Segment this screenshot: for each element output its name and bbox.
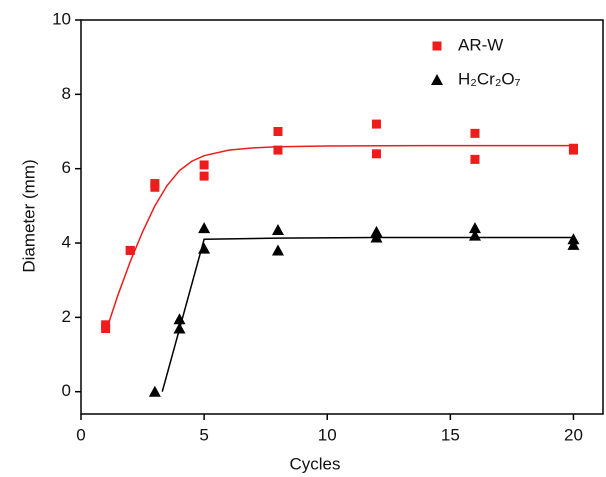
point — [198, 222, 211, 234]
x-tick-label: 15 — [441, 425, 460, 444]
plot-frame — [80, 19, 604, 415]
fit-line — [104, 144, 574, 333]
point — [470, 154, 480, 164]
x-tick-label: 0 — [76, 425, 85, 444]
y-tick-label: 8 — [62, 84, 71, 103]
x-axis-label: Cycles — [289, 454, 340, 473]
point — [271, 224, 284, 236]
point — [101, 324, 111, 334]
point — [173, 313, 186, 325]
legend-label: AR-W — [458, 35, 503, 54]
point — [148, 385, 161, 397]
x-tick-label: 20 — [564, 425, 583, 444]
legend-marker — [432, 41, 442, 51]
x-tick-label: 10 — [318, 425, 337, 444]
point — [470, 128, 480, 138]
y-tick-label: 4 — [62, 233, 71, 252]
point — [370, 225, 383, 237]
legend-label: H₂Cr₂O₇ — [458, 69, 521, 88]
fit-line — [161, 236, 574, 392]
y-tick-label: 10 — [52, 9, 71, 28]
point — [567, 238, 580, 250]
y-tick-label: 0 — [62, 381, 71, 400]
point — [370, 231, 383, 243]
point — [371, 149, 381, 159]
point — [371, 119, 381, 129]
point — [567, 233, 580, 245]
point — [468, 222, 481, 234]
point — [199, 160, 209, 170]
y-axis-label: Diameter (mm) — [19, 159, 38, 272]
point — [150, 182, 160, 192]
point — [198, 242, 211, 254]
y-tick-label: 2 — [62, 307, 71, 326]
point — [271, 244, 284, 256]
x-tick-label: 5 — [199, 425, 208, 444]
legend-marker — [431, 74, 443, 85]
point — [199, 171, 209, 181]
point — [125, 245, 135, 255]
y-tick-label: 6 — [62, 158, 71, 177]
point — [273, 145, 283, 155]
point — [173, 322, 186, 334]
point — [468, 229, 481, 241]
point — [568, 145, 578, 155]
point — [273, 127, 283, 137]
